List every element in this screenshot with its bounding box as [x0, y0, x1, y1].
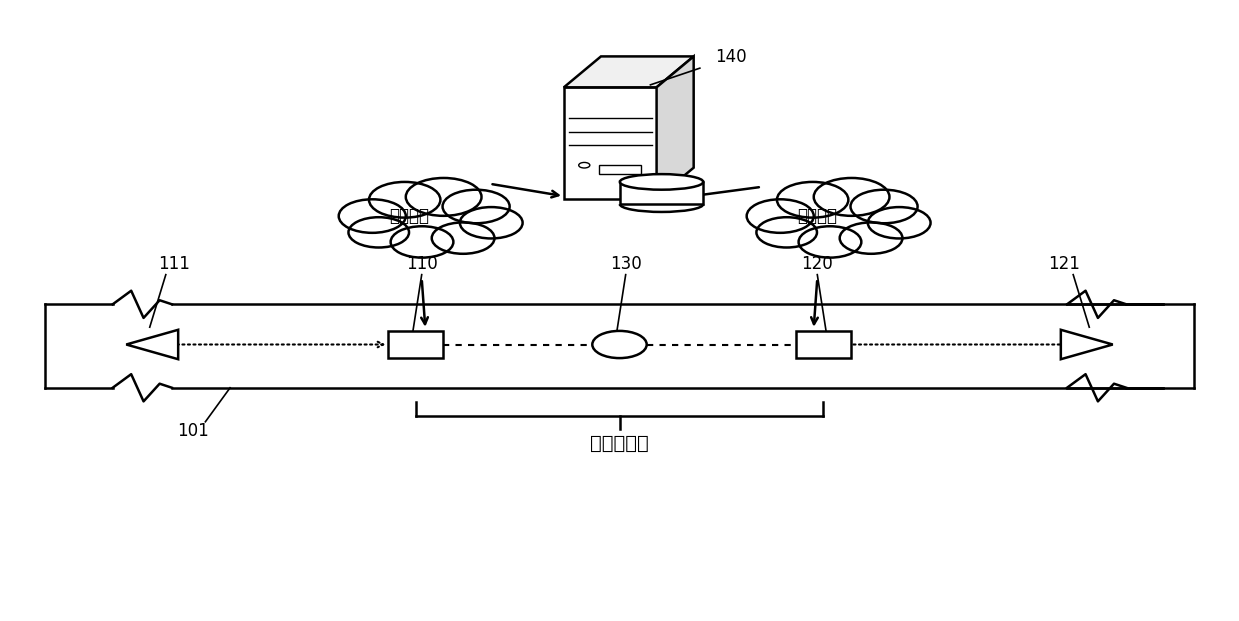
Polygon shape	[126, 330, 178, 359]
Circle shape	[840, 222, 902, 254]
Text: 120: 120	[802, 255, 833, 273]
Circle shape	[390, 226, 453, 258]
Text: 121: 121	[1048, 255, 1080, 273]
Circle shape	[369, 182, 440, 217]
Bar	[600, 165, 641, 174]
Text: 110: 110	[406, 255, 437, 273]
Circle shape	[431, 222, 494, 254]
Text: 130: 130	[610, 255, 642, 273]
Circle shape	[460, 207, 523, 238]
Circle shape	[592, 331, 647, 358]
Circle shape	[348, 217, 409, 248]
Circle shape	[406, 178, 482, 216]
Text: 通信连接: 通信连接	[797, 207, 838, 225]
Text: 隔道变形区: 隔道变形区	[590, 434, 649, 453]
Circle shape	[442, 189, 509, 224]
Text: 111: 111	[159, 255, 191, 273]
Circle shape	[814, 178, 890, 216]
Bar	[620, 182, 704, 204]
Circle shape	[777, 182, 849, 217]
Circle shape	[850, 189, 918, 224]
Ellipse shape	[620, 174, 704, 189]
Text: 140: 140	[715, 48, 747, 66]
Bar	[797, 331, 851, 358]
Text: 通信连接: 通信连接	[389, 207, 430, 225]
Polygon shape	[657, 57, 694, 199]
Circle shape	[338, 199, 406, 233]
Circle shape	[757, 217, 817, 248]
Circle shape	[799, 226, 861, 258]
Circle shape	[747, 199, 814, 233]
Polygon shape	[564, 57, 694, 88]
Polygon shape	[1061, 330, 1113, 359]
Circle shape	[867, 207, 930, 238]
Text: 101: 101	[177, 422, 209, 440]
Bar	[45, 304, 1194, 388]
Bar	[564, 88, 657, 199]
Bar	[388, 331, 442, 358]
